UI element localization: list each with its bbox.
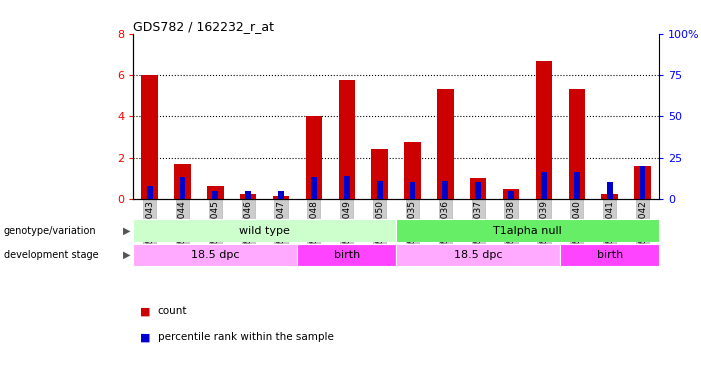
Bar: [278, 190, 284, 199]
Text: 18.5 dpc: 18.5 dpc: [191, 250, 240, 260]
Bar: [442, 181, 449, 199]
Bar: [343, 176, 350, 199]
Bar: [175, 164, 191, 199]
Bar: [639, 166, 646, 199]
Bar: [297, 244, 396, 266]
Bar: [142, 75, 158, 199]
Bar: [601, 194, 618, 199]
Text: 18.5 dpc: 18.5 dpc: [454, 250, 503, 260]
Text: T1alpha null: T1alpha null: [493, 226, 562, 236]
Bar: [311, 177, 317, 199]
Text: count: count: [158, 306, 187, 316]
Bar: [396, 219, 659, 242]
Bar: [560, 244, 659, 266]
Bar: [503, 189, 519, 199]
Bar: [404, 142, 421, 199]
Bar: [475, 182, 481, 199]
Text: GDS782 / 162232_r_at: GDS782 / 162232_r_at: [133, 20, 274, 33]
Bar: [634, 166, 651, 199]
Text: ▶: ▶: [123, 226, 130, 236]
Text: ■: ■: [140, 306, 151, 316]
Text: genotype/variation: genotype/variation: [4, 226, 96, 236]
Text: ■: ■: [140, 333, 151, 342]
Bar: [133, 244, 297, 266]
Bar: [508, 190, 514, 199]
Bar: [339, 80, 355, 199]
Bar: [306, 116, 322, 199]
Bar: [541, 172, 547, 199]
Text: percentile rank within the sample: percentile rank within the sample: [158, 333, 334, 342]
Bar: [574, 172, 580, 199]
Bar: [409, 182, 416, 199]
Bar: [207, 186, 224, 199]
Bar: [470, 178, 486, 199]
Bar: [133, 219, 396, 242]
Text: ▶: ▶: [123, 250, 130, 260]
Text: birth: birth: [597, 250, 622, 260]
Text: wild type: wild type: [239, 226, 290, 236]
Bar: [437, 90, 454, 199]
Bar: [569, 90, 585, 199]
Bar: [147, 186, 153, 199]
Text: birth: birth: [334, 250, 360, 260]
Bar: [273, 196, 290, 199]
Bar: [396, 244, 560, 266]
Bar: [372, 149, 388, 199]
Bar: [179, 177, 186, 199]
Text: development stage: development stage: [4, 250, 98, 260]
Bar: [536, 61, 552, 199]
Bar: [245, 190, 251, 199]
Bar: [376, 181, 383, 199]
Bar: [212, 190, 218, 199]
Bar: [606, 182, 613, 199]
Bar: [240, 194, 257, 199]
